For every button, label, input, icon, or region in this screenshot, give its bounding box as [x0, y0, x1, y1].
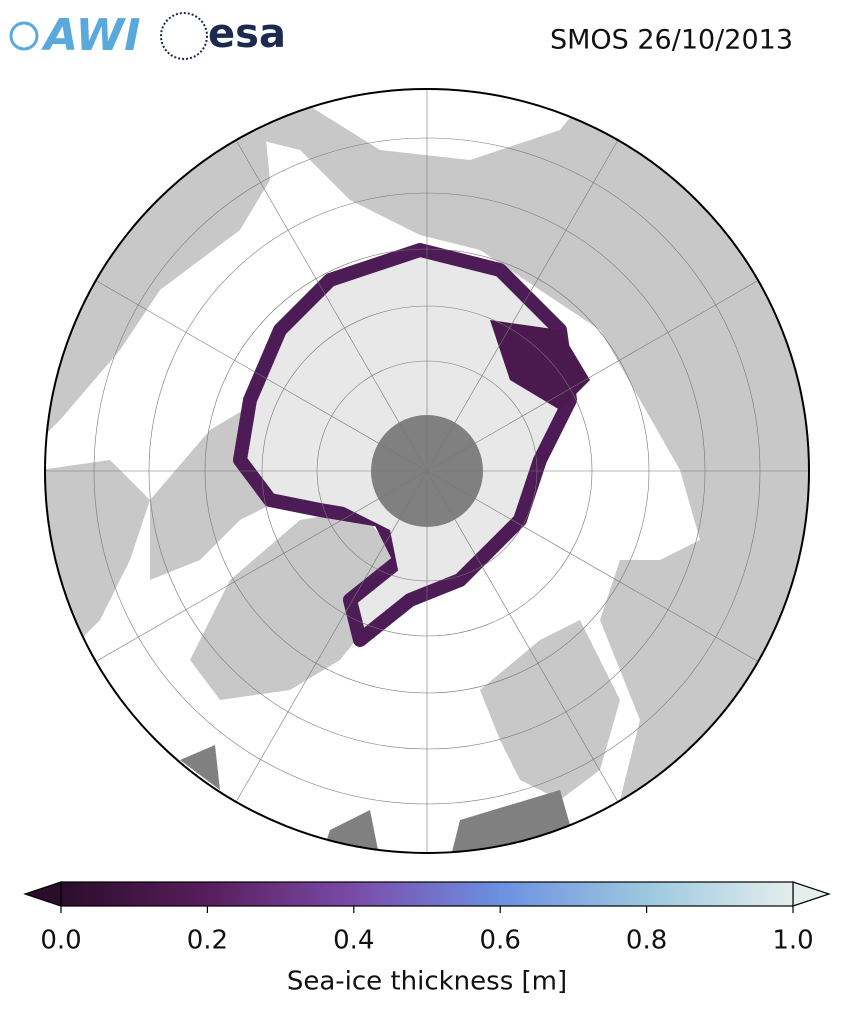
colorbar-extend-low [23, 881, 62, 907]
awi-logo: AWI [9, 10, 141, 61]
awi-logo-text: AWI [41, 10, 141, 61]
map [45, 89, 809, 853]
esa-logo-text: esa [208, 11, 286, 57]
colorbar-tick-label: 0.6 [480, 926, 521, 956]
colorbar-tick-label: 1.0 [772, 926, 813, 956]
map-border [44, 88, 810, 854]
colorbar-tick-label: 0.2 [187, 926, 228, 956]
colorbar-label: Sea-ice thickness [m] [287, 967, 567, 997]
colorbar-tick-label: 0.0 [40, 926, 81, 956]
colorbar-gradient [60, 881, 794, 907]
colorbar-tick-label: 0.4 [333, 926, 374, 956]
colorbar-extend-high [792, 881, 831, 907]
colorbar: 0.0 0.2 0.4 0.6 0.8 1.0 [23, 881, 831, 956]
map-title: SMOS 26/10/2013 [550, 25, 793, 56]
esa-logo: esa [160, 11, 286, 60]
colorbar-tick-label: 0.8 [626, 926, 667, 956]
